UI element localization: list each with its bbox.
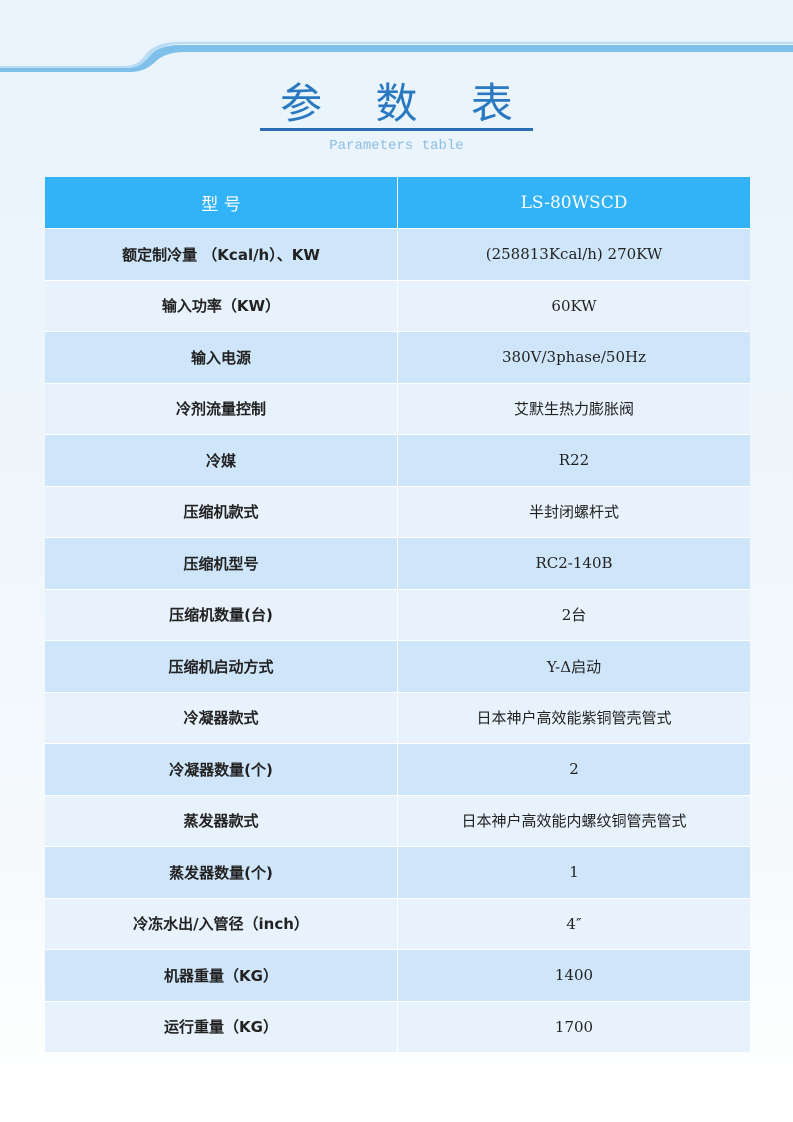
header-swoosh-decoration xyxy=(0,42,793,72)
table-row: 输入功率（KW） 60KW xyxy=(45,279,750,332)
table-row: 冷凝器数量(个) 2 xyxy=(45,743,750,795)
parameter-name: 冷剂流量控制 xyxy=(45,382,398,435)
parameter-value: R22 xyxy=(397,434,750,486)
parameter-name: 额定制冷量 （Kcal/h）、KW xyxy=(45,228,398,280)
parameter-name: 压缩机款式 xyxy=(45,485,398,538)
parameter-name: 冷凝器数量(个) xyxy=(45,743,398,795)
table-row: 压缩机数量(台) 2台 xyxy=(45,588,750,641)
parameter-name: 输入电源 xyxy=(45,331,398,383)
table-row: 蒸发器数量(个) 1 xyxy=(45,846,750,898)
table-row: 额定制冷量 （Kcal/h）、KW (258813Kcal/h) 270KW xyxy=(45,228,750,280)
parameter-value: 1700 xyxy=(397,1000,750,1052)
parameter-name: 冷媒 xyxy=(45,434,398,486)
parameter-value: Y-Δ启动 xyxy=(397,640,750,692)
table-row: 冷剂流量控制 艾默生热力膨胀阀 xyxy=(45,382,750,435)
parameter-value: 380V/3phase/50Hz xyxy=(397,331,750,383)
parameter-value: 60KW xyxy=(397,279,750,332)
header-model-label: 型 号 xyxy=(45,177,398,229)
parameter-name: 压缩机数量(台) xyxy=(45,588,398,641)
parameters-table: 型 号 LS-80WSCD 额定制冷量 （Kcal/h）、KW (258813Kc… xyxy=(45,177,750,1052)
parameter-name: 输入功率（KW） xyxy=(45,279,398,332)
table-row: 冷冻水出/入管径（inch） 4″ xyxy=(45,897,750,950)
table-row: 机器重量（KG） 1400 xyxy=(45,949,750,1001)
table-row: 压缩机型号 RC2-140B xyxy=(45,537,750,589)
table-row: 输入电源 380V/3phase/50Hz xyxy=(45,331,750,383)
title-block: 参 数 表 xyxy=(0,80,793,131)
page-title: 参 数 表 xyxy=(260,80,533,131)
parameter-value: 艾默生热力膨胀阀 xyxy=(397,382,750,435)
table-row: 冷凝器款式 日本神户高效能紫铜管壳管式 xyxy=(45,691,750,744)
table-header-row: 型 号 LS-80WSCD xyxy=(45,177,750,229)
table-row: 冷媒 R22 xyxy=(45,434,750,486)
parameter-name: 冷冻水出/入管径（inch） xyxy=(45,897,398,950)
table-row: 蒸发器款式 日本神户高效能内螺纹铜管壳管式 xyxy=(45,794,750,847)
parameter-value: 2台 xyxy=(397,588,750,641)
parameter-name: 冷凝器款式 xyxy=(45,691,398,744)
parameter-name: 压缩机启动方式 xyxy=(45,640,398,692)
parameter-value: (258813Kcal/h) 270KW xyxy=(397,228,750,280)
parameter-value: 2 xyxy=(397,743,750,795)
table-row: 运行重量（KG） 1700 xyxy=(45,1000,750,1052)
parameter-value: 日本神户高效能紫铜管壳管式 xyxy=(397,691,750,744)
parameter-value: 半封闭螺杆式 xyxy=(397,485,750,538)
parameter-name: 压缩机型号 xyxy=(45,537,398,589)
parameter-name: 运行重量（KG） xyxy=(45,1000,398,1052)
parameter-name: 蒸发器数量(个) xyxy=(45,846,398,898)
parameter-value: 1 xyxy=(397,846,750,898)
page-subtitle: Parameters table xyxy=(329,138,464,154)
parameter-value: RC2-140B xyxy=(397,537,750,589)
table-row: 压缩机启动方式 Y-Δ启动 xyxy=(45,640,750,692)
parameter-name: 蒸发器款式 xyxy=(45,794,398,847)
parameter-name: 机器重量（KG） xyxy=(45,949,398,1001)
parameter-value: 4″ xyxy=(397,897,750,950)
table-row: 压缩机款式 半封闭螺杆式 xyxy=(45,485,750,538)
parameter-value: 日本神户高效能内螺纹铜管壳管式 xyxy=(397,794,750,847)
header-model-value: LS-80WSCD xyxy=(397,177,750,229)
parameter-value: 1400 xyxy=(397,949,750,1001)
